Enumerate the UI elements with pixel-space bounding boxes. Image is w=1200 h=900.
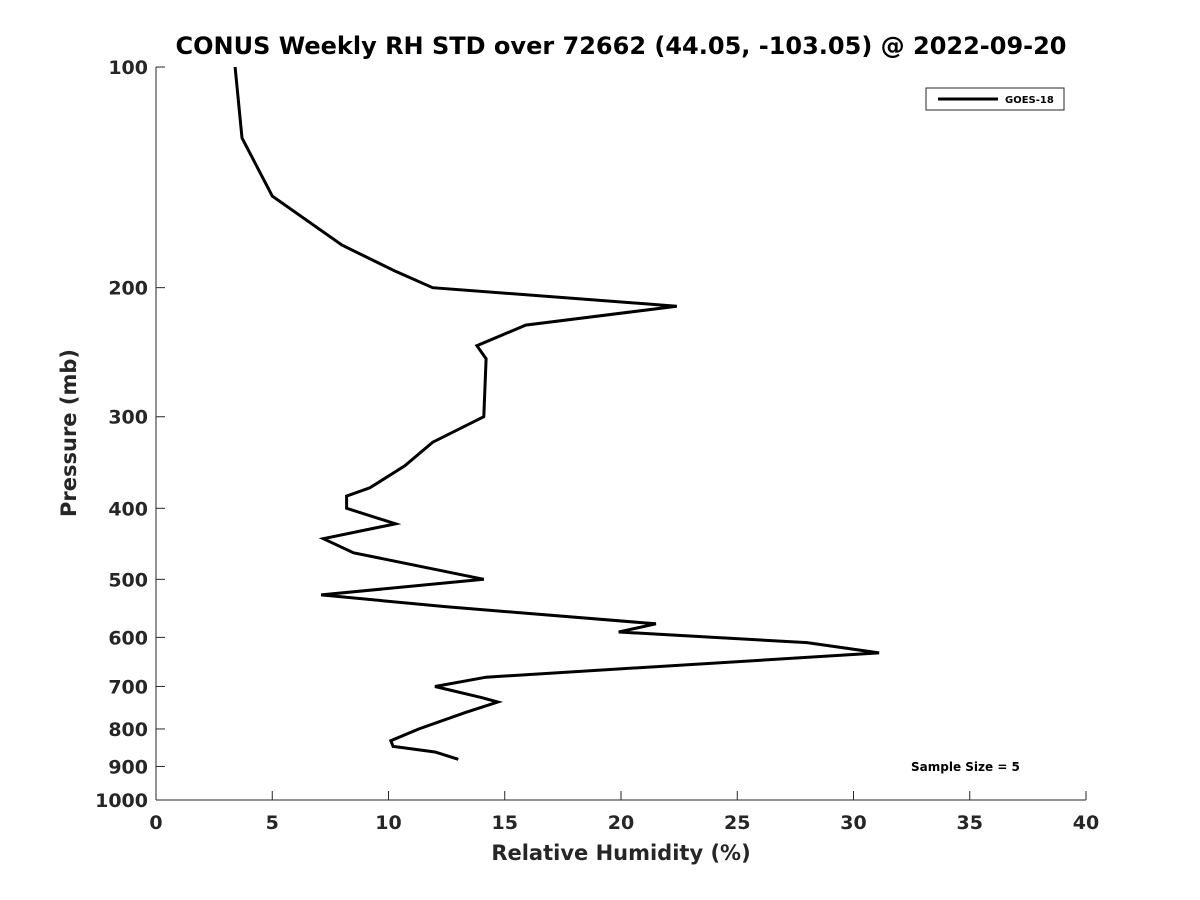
x-tick-label: 30 — [840, 812, 866, 834]
y-tick-label: 200 — [108, 278, 148, 300]
x-axis-label: Relative Humidity (%) — [491, 841, 750, 865]
legend-label-goes-18: GOES-18 — [1005, 95, 1054, 106]
legend: GOES-18 — [925, 87, 1065, 111]
x-tick-label: 25 — [724, 812, 750, 834]
x-tick-label: 40 — [1073, 812, 1099, 834]
y-tick-label: 300 — [108, 407, 148, 429]
chart-title: CONUS Weekly RH STD over 72662 (44.05, -… — [175, 32, 1066, 60]
sample-size-annotation: Sample Size = 5 — [911, 760, 1020, 774]
x-ticks: 0 5 10 15 20 25 30 35 40 — [149, 791, 1099, 834]
x-tick-label: 10 — [375, 812, 401, 834]
y-tick-label: 900 — [108, 756, 148, 778]
y-tick-label: 400 — [108, 498, 148, 520]
plot-axes — [155, 67, 1086, 801]
y-tick-label: 600 — [108, 627, 148, 649]
x-tick-label: 5 — [266, 812, 279, 834]
y-axis-label: Pressure (mb) — [57, 349, 81, 517]
y-ticks: 100 200 300 400 500 600 700 800 900 1000 — [95, 57, 165, 812]
y-tick-label: 800 — [108, 719, 148, 741]
y-tick-label: 700 — [108, 676, 148, 698]
x-tick-label: 20 — [608, 812, 634, 834]
y-tick-label: 100 — [108, 57, 148, 79]
x-tick-label: 0 — [149, 812, 162, 834]
series-line-goes-18 — [233, 66, 880, 761]
x-tick-label: 35 — [957, 812, 983, 834]
x-tick-label: 15 — [492, 812, 518, 834]
y-tick-label: 1000 — [95, 790, 148, 812]
y-tick-label: 500 — [108, 569, 148, 591]
